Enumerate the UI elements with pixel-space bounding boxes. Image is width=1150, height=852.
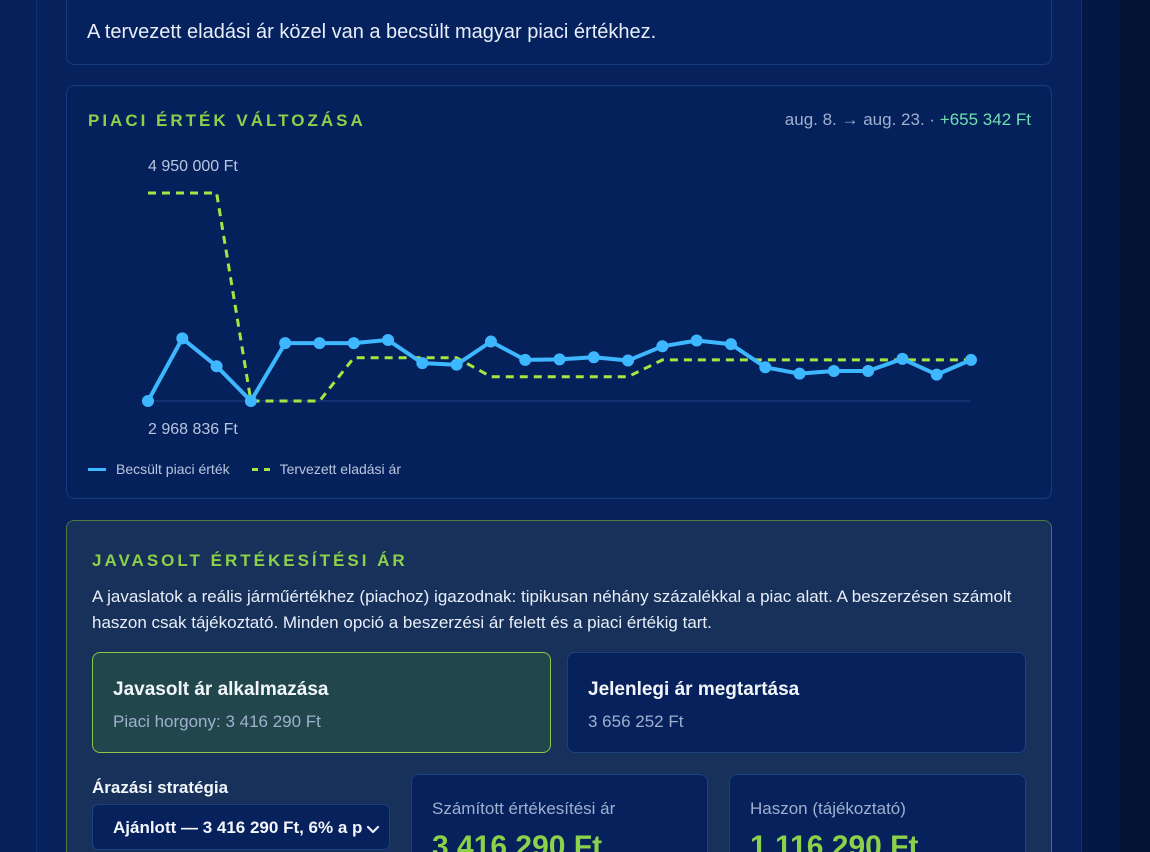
market-value-point[interactable] bbox=[244, 395, 257, 407]
recommended-price-card: JAVASOLT ÉRTÉKESÍTÉSI ÁR A javaslatok a … bbox=[66, 520, 1052, 852]
market-value-point[interactable] bbox=[484, 335, 497, 348]
market-value-point[interactable] bbox=[519, 353, 532, 366]
option-title: Jelenlegi ár megtartása bbox=[588, 679, 800, 700]
stat-label: Számított értékesítési ár bbox=[432, 799, 616, 818]
stat-calculated-price: Számított értékesítési ár 3 416 290 Ft bbox=[411, 774, 708, 852]
note-card: A tervezett eladási ár közel van a becsü… bbox=[66, 0, 1052, 65]
option-title: Javasolt ár alkalmazása bbox=[113, 679, 329, 700]
market-value-point[interactable] bbox=[896, 352, 909, 365]
chart-max-label: 4 950 000 Ft bbox=[148, 158, 238, 175]
market-value-point[interactable] bbox=[656, 340, 669, 353]
strategy-select-value: Ajánlott — 3 416 290 Ft, 6% a piac alatt bbox=[113, 818, 363, 837]
legend-swatch-market bbox=[88, 467, 106, 471]
market-value-point[interactable] bbox=[382, 333, 395, 346]
line-chart bbox=[142, 191, 977, 407]
option-apply-recommended[interactable]: Javasolt ár alkalmazása Piaci horgony: 3… bbox=[92, 652, 551, 753]
market-value-point[interactable] bbox=[759, 361, 772, 374]
stat-label: Haszon (tájékoztató) bbox=[750, 799, 906, 818]
option-subtitle: Piaci horgony: 3 416 290 Ft bbox=[113, 712, 321, 731]
chart-legend: Becsült piaci érték Tervezett eladási ár bbox=[88, 461, 401, 477]
legend-label-planned: Tervezett eladási ár bbox=[279, 461, 402, 477]
option-keep-current[interactable]: Jelenlegi ár megtartása 3 656 252 Ft bbox=[567, 652, 1026, 753]
market-value-point[interactable] bbox=[930, 368, 943, 381]
stat-value: 1 116 290 Ft bbox=[750, 830, 919, 852]
market-value-line bbox=[146, 336, 972, 403]
legend-swatch-planned bbox=[251, 467, 270, 471]
market-value-point[interactable] bbox=[793, 367, 806, 380]
market-value-point[interactable] bbox=[450, 358, 463, 371]
market-value-point[interactable] bbox=[862, 364, 875, 377]
market-value-point[interactable] bbox=[313, 337, 326, 350]
chevron-down-icon bbox=[366, 825, 380, 834]
market-value-point[interactable] bbox=[587, 351, 600, 364]
market-value-point[interactable] bbox=[724, 338, 737, 351]
chart-title: PIACI ÉRTÉK VÁLTOZÁSA bbox=[88, 111, 366, 130]
market-value-point[interactable] bbox=[279, 337, 292, 350]
market-value-point[interactable] bbox=[416, 357, 429, 370]
market-value-point[interactable] bbox=[553, 353, 566, 366]
strategy-select[interactable]: Ajánlott — 3 416 290 Ft, 6% a piac alatt bbox=[92, 804, 390, 850]
planned-price-line bbox=[148, 191, 971, 403]
chart-delta: +655 342 Ft bbox=[939, 110, 1031, 129]
market-value-point[interactable] bbox=[690, 334, 703, 347]
chart-min-label: 2 968 836 Ft bbox=[148, 421, 238, 438]
note-text: A tervezett eladási ár közel van a becsü… bbox=[87, 21, 657, 43]
market-value-point[interactable] bbox=[622, 354, 635, 367]
stat-profit: Haszon (tájékoztató) 1 116 290 Ft bbox=[729, 774, 1026, 852]
chart-range: aug. 8. → aug. 23. · +655 342 Ft bbox=[785, 110, 1031, 130]
market-value-point[interactable] bbox=[347, 337, 360, 350]
legend-label-market: Becsült piaci érték bbox=[116, 461, 230, 477]
market-value-point[interactable] bbox=[176, 332, 189, 345]
market-value-point[interactable] bbox=[827, 364, 840, 377]
option-subtitle: 3 656 252 Ft bbox=[588, 712, 684, 731]
background-left bbox=[0, 0, 36, 852]
recommendation-description: A javaslatok a reális járműértékhez (pia… bbox=[92, 587, 1012, 632]
market-value-point[interactable] bbox=[142, 395, 154, 407]
chart-range-dates: aug. 8. → aug. 23. · bbox=[784, 110, 940, 129]
strategy-label: Árazási stratégia bbox=[92, 778, 229, 797]
market-value-chart-card: PIACI ÉRTÉK VÁLTOZÁSA aug. 8. → aug. 23.… bbox=[66, 85, 1052, 499]
market-value-point[interactable] bbox=[965, 353, 977, 366]
recommendation-title: JAVASOLT ÉRTÉKESÍTÉSI ÁR bbox=[92, 551, 408, 570]
stat-value: 3 416 290 Ft bbox=[432, 830, 603, 852]
market-value-point[interactable] bbox=[210, 360, 223, 373]
scrollbar-track[interactable] bbox=[1120, 0, 1150, 852]
